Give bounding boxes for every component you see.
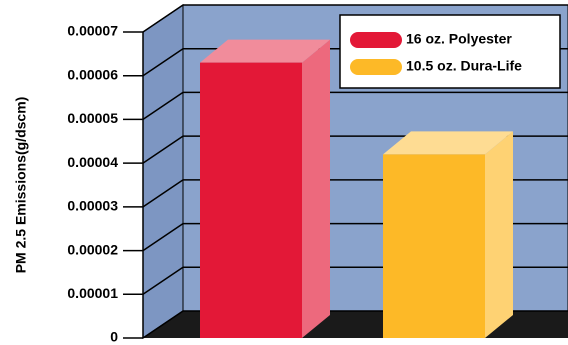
- y-tick-label: 0.00003: [67, 198, 118, 214]
- y-tick-label: 0.00006: [67, 66, 118, 82]
- legend-swatch: [350, 59, 402, 75]
- bar-group: [200, 39, 330, 338]
- y-tick-label: 0.00005: [67, 110, 118, 126]
- y-tick-label: 0.00002: [67, 241, 118, 257]
- grid-line: [142, 91, 568, 121]
- legend-label: 16 oz. Polyester: [406, 31, 512, 47]
- bar-side: [485, 131, 513, 338]
- side-wall: [142, 4, 184, 339]
- bar-side: [302, 39, 330, 338]
- y-tick-label: 0: [110, 329, 118, 345]
- y-axis-label: PM 2.5 Emissions(g/dscm): [13, 97, 29, 274]
- legend: [339, 14, 561, 89]
- y-tick-label: 0.00001: [67, 285, 118, 301]
- legend-label: 10.5 oz. Dura-Life: [406, 58, 522, 74]
- bar-group: [383, 131, 513, 338]
- y-tick-label: 0.00004: [67, 154, 118, 170]
- legend-swatch: [350, 32, 402, 48]
- bar-top: [200, 39, 330, 63]
- bar: [200, 62, 302, 338]
- bar: [383, 154, 485, 338]
- grid-line: [142, 4, 568, 33]
- y-tick-label: 0.00007: [67, 23, 118, 39]
- bar-top: [383, 131, 513, 155]
